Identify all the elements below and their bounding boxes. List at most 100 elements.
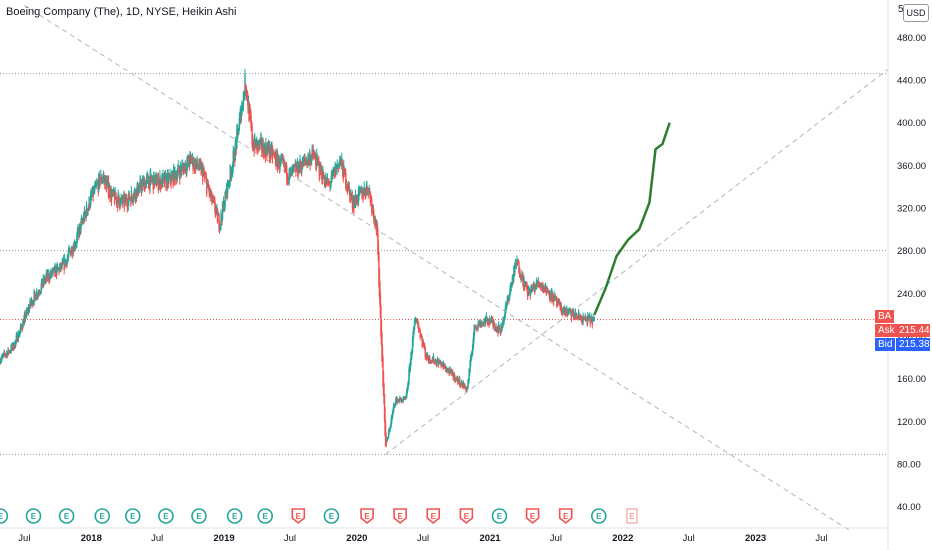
candle-body [463, 384, 466, 387]
candle-body [589, 316, 591, 325]
candle-body [29, 303, 32, 305]
candle-body [390, 416, 393, 423]
candle-body [141, 182, 143, 189]
candle-body [348, 186, 350, 188]
earnings-marker[interactable]: E [393, 508, 407, 525]
earnings-marker[interactable]: E [25, 508, 42, 524]
earnings-marker[interactable]: E [558, 508, 573, 525]
candle-body [163, 175, 166, 184]
candle-body [433, 361, 436, 363]
candle-body [310, 154, 313, 161]
earnings-marker[interactable]: E [58, 508, 75, 524]
earnings-marker[interactable]: E [158, 508, 174, 524]
projection-line [593, 122, 671, 316]
candle-body [70, 251, 73, 254]
earnings-marker[interactable]: E [525, 508, 540, 525]
earnings-marker[interactable]: E [0, 508, 9, 524]
candle-body [442, 362, 445, 366]
candle-body [62, 262, 64, 264]
candle-body [147, 176, 149, 184]
candle-body [411, 349, 413, 356]
earnings-marker[interactable]: E [191, 508, 207, 524]
candle-body [570, 309, 572, 316]
candle-body [241, 106, 244, 109]
earnings-marker[interactable]: E [94, 508, 111, 524]
earnings-marker[interactable]: E [491, 508, 508, 524]
svg-text:E: E [364, 512, 370, 521]
earnings-marker[interactable]: E [426, 508, 441, 525]
earnings-marker[interactable]: E [226, 508, 243, 524]
candle-body [321, 169, 323, 180]
candle-body [161, 175, 163, 185]
candle-body [508, 298, 510, 302]
candle-body [155, 174, 157, 178]
candle-body [266, 146, 269, 154]
candle-body [269, 144, 271, 154]
price-tick-label: 160.00 [897, 374, 926, 385]
candle-body [176, 176, 178, 182]
time-tick-label: Jul [683, 533, 695, 544]
candle-body [355, 198, 357, 201]
time-tick-label: 2018 [81, 533, 102, 544]
candle-body [593, 317, 595, 320]
earnings-marker[interactable]: E [360, 508, 374, 525]
candle-body [559, 302, 561, 310]
candle-body [338, 161, 340, 168]
candle-body [451, 371, 453, 372]
candle-body [18, 335, 20, 337]
candle-body [35, 297, 37, 300]
svg-text:E: E [100, 512, 106, 521]
candle-body [225, 183, 228, 197]
candle-body [219, 224, 222, 227]
currency-button[interactable]: USD [903, 4, 929, 22]
candle-body [313, 155, 315, 157]
time-tick-label: 2021 [479, 533, 501, 544]
earnings-marker[interactable]: E [590, 508, 607, 524]
candle-body [455, 379, 457, 381]
candle-body [68, 249, 70, 253]
candle-body [99, 181, 102, 183]
svg-text:E: E [497, 512, 503, 521]
time-axis[interactable]: Jul 2018 Jul 2019 Jul 2020 Jul 2021 Jul 2022 Jul 20… [18, 533, 827, 544]
candle-body [574, 315, 576, 318]
candle-body [49, 275, 52, 277]
earnings-marker[interactable]: E [626, 508, 638, 524]
candle-body [50, 272, 53, 276]
candle-body [217, 215, 219, 216]
candle-body [14, 340, 16, 348]
candle-body [574, 311, 577, 317]
candle-body [515, 263, 518, 265]
candle-body [425, 352, 427, 357]
earnings-marker[interactable]: E [257, 508, 273, 524]
candle-body [489, 322, 492, 324]
candle-body [124, 194, 126, 201]
candle-body [372, 206, 375, 214]
earnings-marker[interactable]: E [124, 508, 141, 524]
candle-body [334, 164, 336, 174]
earnings-marker[interactable]: E [323, 508, 340, 524]
candle-body [333, 167, 335, 172]
earnings-marker[interactable]: E [459, 508, 474, 525]
price-axis[interactable]: 40.00 80.00 120.00 160.00 200.00 240.00 280.00… [897, 33, 926, 513]
svg-text:E: E [530, 512, 536, 521]
candle-body [462, 385, 464, 387]
candle-body [440, 364, 443, 366]
candle-body [396, 396, 398, 401]
candle-body [50, 269, 52, 277]
bid-label: Bid [875, 338, 896, 351]
svg-text:E: E [196, 512, 202, 521]
candle-body [468, 368, 471, 376]
candle-body [553, 296, 556, 298]
earnings-marker[interactable]: E [291, 508, 306, 525]
candle-body [493, 324, 496, 331]
candle-body [554, 296, 556, 298]
candle-body [351, 194, 353, 197]
time-tick-label: Jul [18, 533, 30, 544]
candle-body [24, 315, 27, 320]
svg-text:E: E [163, 512, 169, 521]
candle-body [347, 184, 350, 190]
candle-body [307, 158, 310, 163]
candle-body [587, 315, 589, 323]
